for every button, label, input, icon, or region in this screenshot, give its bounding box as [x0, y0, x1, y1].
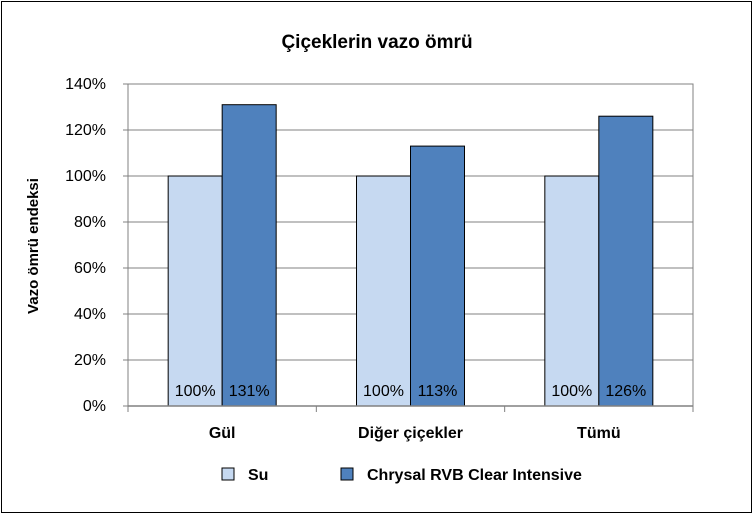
bar-data-label: 100% — [175, 383, 216, 400]
x-tick-label: Diğer çiçekler — [358, 425, 463, 442]
axes: 0% 20% 40% 60% 80% 100% 120% 140% Gül Diğer çiçek… — [65, 76, 694, 442]
y-tick-label: 140% — [65, 76, 106, 93]
y-tick-label: 80% — [74, 214, 106, 231]
bar-data-label: 100% — [363, 383, 404, 400]
y-tick-label: 0% — [83, 398, 106, 415]
bar — [598, 115, 654, 407]
bar — [410, 145, 465, 407]
y-tick-label: 100% — [65, 168, 106, 185]
y-tick-label: 20% — [74, 352, 106, 369]
y-tick-label: 40% — [74, 306, 106, 323]
legend-label: Su — [248, 467, 268, 484]
legend-swatch — [221, 467, 235, 481]
legend-label: Chrysal RVB Clear Intensive — [367, 467, 582, 484]
y-tick-label: 60% — [74, 260, 106, 277]
bar-data-label: 113% — [418, 383, 458, 400]
chart-title: Çiçeklerin vazo ömrü — [281, 32, 472, 53]
legend: Su Chrysal RVB Clear Intensive — [221, 467, 582, 484]
bar-data-label: 100% — [551, 383, 592, 400]
y-axis-label: Vazo ömrü endeksi — [25, 178, 42, 314]
legend-swatch — [340, 467, 354, 481]
bar — [221, 104, 277, 407]
bar — [544, 175, 600, 407]
bar-data-label: 126% — [605, 383, 646, 400]
x-tick-label: Tümü — [577, 425, 621, 442]
bars: 100% 131% 100% 113% 100% 126% — [167, 104, 654, 407]
x-tick-label: Gül — [209, 425, 236, 442]
y-tick-label: 120% — [65, 122, 106, 139]
bar — [167, 175, 223, 407]
bar — [356, 175, 411, 407]
bar-data-label: 131% — [229, 383, 270, 400]
